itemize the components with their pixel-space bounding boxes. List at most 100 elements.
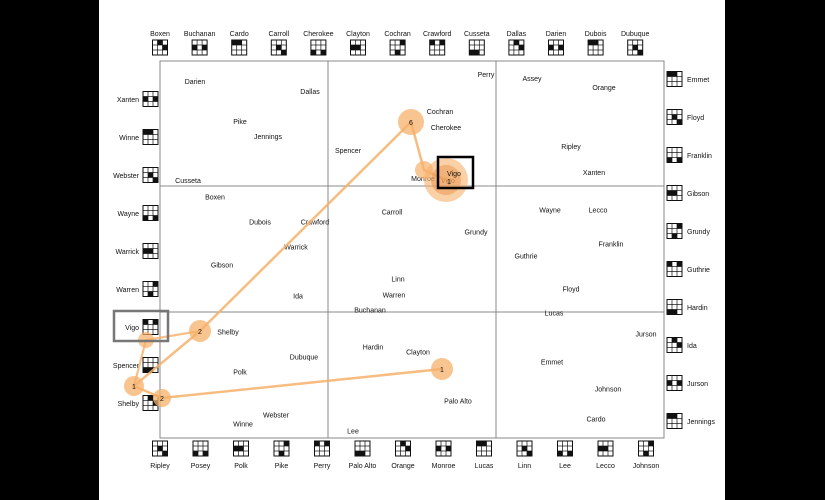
right-item-glyph[interactable] (666, 185, 683, 201)
right-item-glyph[interactable] (666, 109, 683, 125)
cell-item-label: Gibson (211, 263, 233, 270)
left-glyph-column: Xanten Winne Webster Wayne Warrick Warren Vigo… (113, 91, 159, 411)
top-item-label: Clayton (346, 31, 370, 38)
bottom-item-label: Palo Alto (349, 463, 377, 470)
bottom-item-glyph[interactable] (597, 440, 614, 457)
cell-item-label: Lee (347, 428, 359, 435)
cell-item-label: Pike (233, 119, 247, 126)
cell-item-label: Shelby (217, 329, 239, 336)
cell-item-label: Cardo (586, 416, 605, 423)
bottom-item-glyph[interactable] (273, 440, 290, 457)
top-item-glyph[interactable] (231, 39, 248, 56)
right-item-label: Franklin (687, 153, 712, 160)
cell-item-label: Cherokee (431, 125, 461, 132)
highlight-box[interactable] (436, 155, 475, 190)
top-item-glyph[interactable] (548, 39, 564, 56)
path-node (415, 161, 433, 179)
left-item-glyph[interactable] (142, 319, 159, 335)
left-item-glyph[interactable] (142, 91, 159, 107)
left-item-label: Warrick (116, 249, 140, 256)
cell-item-label: Carroll (382, 210, 403, 217)
target-blob-core (431, 165, 461, 195)
bottom-item-label: Pike (275, 463, 289, 470)
right-item-glyph[interactable] (666, 337, 683, 353)
left-selection-box[interactable] (112, 309, 170, 343)
bottom-item-glyph[interactable] (435, 440, 452, 457)
bottom-item-label: Perry (314, 463, 331, 470)
cell-item-label: Perry (478, 72, 495, 79)
bottom-item-label: Orange (391, 463, 414, 470)
left-item-glyph[interactable] (142, 129, 159, 145)
left-item-label: Webster (113, 173, 140, 180)
path-marker[interactable] (124, 376, 144, 396)
path-marker-number: 1 (132, 384, 136, 391)
highlight-num: 1 (447, 179, 451, 186)
bottom-item-glyph[interactable] (314, 440, 330, 457)
left-item-label: Wayne (117, 211, 139, 218)
bottom-item-glyph[interactable] (192, 440, 209, 457)
left-item-glyph[interactable] (142, 243, 159, 259)
top-item-label: Cherokee (303, 31, 333, 38)
left-item-glyph[interactable] (142, 167, 159, 183)
cell-item-label: Spencer (335, 148, 362, 155)
bottom-item-glyph[interactable] (152, 440, 168, 457)
path-marker[interactable] (398, 109, 424, 135)
top-item-glyph[interactable] (152, 39, 168, 56)
top-item-glyph[interactable] (468, 39, 485, 56)
cell-item-label: Franklin (599, 242, 624, 249)
cell-item-label: Monroe (411, 176, 435, 183)
left-item-glyph[interactable] (142, 395, 159, 411)
bottom-item-label: Monroe (432, 463, 456, 470)
left-item-glyph[interactable] (142, 281, 159, 297)
bottom-item-glyph[interactable] (516, 440, 533, 457)
top-item-label: Cochran (384, 31, 411, 38)
cell-item-label: Darien (185, 79, 206, 86)
matrix-diagram: Boxen Buchanan Cardo Carroll Cherokee Clayton… (112, 31, 716, 470)
bottom-item-glyph[interactable] (395, 440, 411, 457)
left-item-glyph[interactable] (142, 205, 159, 221)
bottom-item-glyph[interactable] (638, 440, 654, 457)
top-item-label: Darien (546, 31, 567, 38)
path-marker[interactable] (431, 358, 453, 380)
right-item-glyph[interactable] (666, 147, 683, 163)
path-marker[interactable] (189, 320, 211, 342)
left-item-glyph[interactable] (142, 357, 159, 373)
top-item-glyph[interactable] (350, 39, 366, 56)
highlight-label: Vigo (447, 171, 461, 178)
bottom-item-label: Ripley (150, 463, 170, 470)
top-item-glyph[interactable] (508, 39, 525, 56)
right-item-glyph[interactable] (666, 299, 683, 315)
right-item-glyph[interactable] (666, 413, 683, 429)
cell-item-label: Ida (293, 294, 303, 301)
right-item-label: Ida (687, 343, 697, 350)
bottom-item-label: Linn (518, 463, 531, 470)
top-item-glyph[interactable] (627, 39, 644, 56)
right-item-label: Floyd (687, 115, 704, 122)
right-item-glyph[interactable] (666, 375, 683, 391)
right-item-glyph[interactable] (666, 71, 683, 87)
bottom-item-glyph[interactable] (557, 440, 573, 457)
top-item-glyph[interactable] (587, 39, 604, 56)
bottom-item-glyph[interactable] (476, 440, 492, 457)
path-marker-number: 6 (409, 120, 413, 127)
top-item-glyph[interactable] (429, 39, 446, 56)
cell-item-label: Hardin (363, 344, 384, 351)
path-marker[interactable] (153, 389, 171, 407)
path-marker-number: 1 (440, 367, 444, 374)
cell-item-label: Webster (263, 412, 290, 419)
bottom-item-glyph[interactable] (233, 440, 249, 457)
top-item-label: Dubois (585, 31, 607, 38)
top-item-glyph[interactable] (270, 39, 287, 56)
top-item-label: Buchanan (184, 31, 216, 38)
cell-item-label: Polk (233, 369, 247, 376)
cell-item-label: Dallas (300, 89, 320, 96)
top-item-glyph[interactable] (389, 39, 406, 56)
cell-item-label: Wayne (539, 208, 561, 215)
right-item-glyph[interactable] (666, 261, 683, 277)
bottom-item-glyph[interactable] (354, 440, 371, 457)
cell-item-label: Guthrie (515, 254, 538, 261)
top-item-glyph[interactable] (191, 39, 208, 56)
bottom-item-label: Lee (559, 463, 571, 470)
top-item-glyph[interactable] (310, 39, 327, 56)
right-item-glyph[interactable] (666, 223, 683, 239)
